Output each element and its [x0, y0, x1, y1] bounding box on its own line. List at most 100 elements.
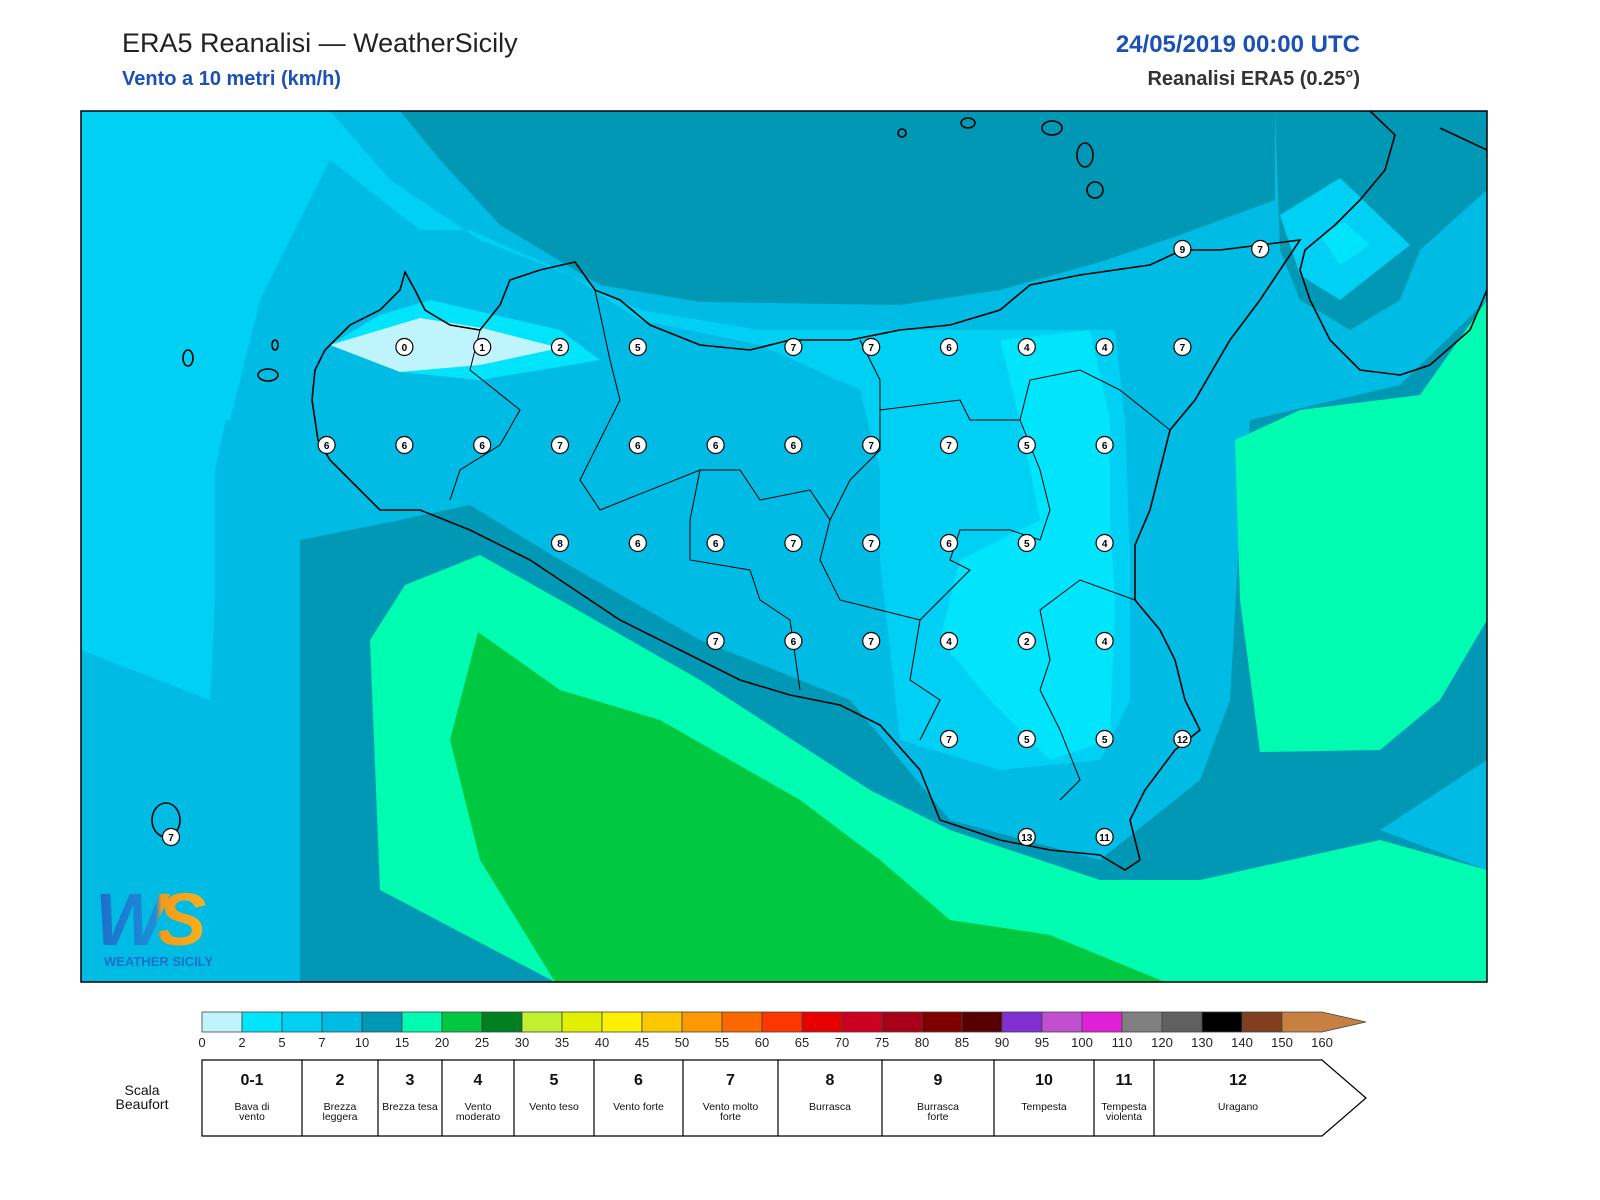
subtitle: Vento a 10 metri (km/h): [122, 68, 341, 90]
island: [1086, 181, 1104, 199]
colorbar-box: [921, 1011, 963, 1033]
province-border: [449, 329, 521, 501]
station-marker: [862, 337, 881, 357]
colorbar-box: [1081, 1011, 1123, 1033]
colorbar-tick-label: 45: [635, 1035, 649, 1050]
beaufort-force: 2: [335, 1072, 345, 1089]
colorbar-tick-label: 100: [1071, 1035, 1093, 1050]
station-value: 7: [791, 539, 797, 550]
station-marker: [1017, 435, 1036, 455]
station-value: 4: [946, 637, 952, 648]
station-value: 7: [946, 735, 952, 746]
station-marker: [1173, 337, 1192, 357]
colorbar-tick-label: 110: [1112, 1035, 1133, 1050]
station-value: 7: [1257, 245, 1263, 256]
contour: [330, 318, 560, 372]
station-marker: [939, 631, 959, 651]
contour: [1380, 760, 1487, 870]
colorbar-box: [321, 1011, 363, 1033]
station-value: 11: [1099, 833, 1110, 844]
station-marker: [550, 435, 570, 455]
beaufort-description: Uragano: [1217, 1101, 1259, 1113]
station-marker: [939, 435, 959, 455]
colorbar-box: [481, 1011, 523, 1033]
colorbar-tick-label: 50: [675, 1035, 689, 1050]
colorbar: 0 2 5 7 10 15 20 25 30 35 40 45 50 55 60 65 70 75 80 85 90 95…: [198, 1011, 1367, 1050]
station-value: 6: [635, 539, 641, 550]
calabria-coast: [1299, 111, 1487, 376]
colorbar-box: [641, 1011, 683, 1033]
station-value: 4: [1024, 343, 1030, 354]
station-marker: [784, 435, 803, 455]
station-value: 12: [1177, 735, 1189, 746]
datetime: 24/05/2019 00:00 UTC: [1116, 31, 1360, 58]
station-value: 7: [868, 441, 874, 452]
station-marker: [862, 631, 881, 651]
beaufort-cell: 9 Burrasca forte: [882, 1060, 994, 1136]
sicily-coast: [311, 238, 1302, 871]
colorbar-tick-label: 60: [755, 1035, 769, 1050]
station-value: 6: [946, 343, 952, 354]
calabria-coast: [1439, 127, 1487, 151]
colorbar-box: [441, 1011, 483, 1033]
station-value: 7: [1180, 343, 1186, 354]
colorbar-tick-label: 15: [395, 1035, 409, 1050]
colorbar-box: [521, 1011, 563, 1033]
station-marker: [473, 435, 492, 455]
station-value: 0: [402, 343, 408, 354]
station-marker: [784, 337, 803, 357]
colorbar-tick-label: 5: [278, 1035, 285, 1050]
island: [271, 339, 279, 351]
station-value: 5: [1102, 735, 1108, 746]
beaufort-force: 11: [1115, 1072, 1133, 1089]
station-value: 6: [791, 637, 797, 648]
station-marker: [395, 337, 414, 357]
colorbar-box: [281, 1011, 323, 1033]
station-value: 6: [635, 441, 641, 452]
beaufort-outline: [201, 1059, 1367, 1137]
beaufort-description: Vento teso: [529, 1101, 579, 1113]
station-value: 8: [557, 539, 563, 550]
beaufort-force: 4: [473, 1072, 483, 1089]
station-marker: [1017, 729, 1036, 749]
station-value: 4: [1102, 343, 1108, 354]
beaufort-description: Vento forte: [613, 1101, 664, 1113]
station-value: 9: [1180, 245, 1186, 256]
colorbar-box: [1241, 1011, 1283, 1033]
beaufort-label: Scala Beaufort: [115, 1082, 169, 1112]
station-value: 4: [1102, 539, 1108, 550]
beaufort-description: Bava di vento: [234, 1101, 270, 1123]
province-border: [689, 469, 801, 691]
beaufort-force: 8: [825, 1072, 835, 1089]
beaufort-force: 12: [1229, 1072, 1247, 1089]
station-value: 5: [1024, 735, 1030, 746]
station-value: 7: [868, 539, 874, 550]
colorbar-box: [801, 1011, 843, 1033]
beaufort-description: Burrasca forte: [916, 1101, 959, 1123]
station-marker: [862, 435, 881, 455]
beaufort-description: Vento moderato: [455, 1101, 501, 1123]
colorbar-tick-label: 65: [795, 1035, 809, 1050]
beaufort-force: 5: [549, 1072, 559, 1089]
colorbar-box: [601, 1011, 643, 1033]
colorbar-tick-label: 120: [1151, 1035, 1173, 1050]
island: [1041, 120, 1063, 136]
station-value: 13: [1021, 833, 1033, 844]
beaufort-description: Vento molto forte: [702, 1101, 759, 1123]
logo-mark: WS: [95, 878, 206, 961]
station-value: 6: [713, 441, 719, 452]
station-value: 7: [946, 441, 952, 452]
station-marker: [862, 533, 881, 553]
colorbar-tick-label: 7: [318, 1035, 325, 1050]
station-marker: [628, 337, 647, 357]
colorbar-box: [401, 1011, 443, 1033]
station-marker: [1095, 631, 1114, 651]
logo: WS WEATHER SICILY: [95, 878, 214, 969]
colorbar-box: [201, 1011, 243, 1033]
colorbar-box: [1201, 1011, 1243, 1033]
station-marker: [1173, 239, 1192, 259]
colorbar-tick-label: 35: [555, 1035, 569, 1050]
colorbar-tick-label: 130: [1191, 1035, 1213, 1050]
island: [897, 128, 907, 138]
station-marker: [628, 435, 647, 455]
